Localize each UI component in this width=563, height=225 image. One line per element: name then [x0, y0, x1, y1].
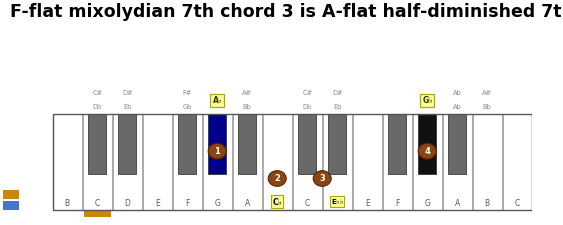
Text: G$\flat$: G$\flat$ — [422, 95, 433, 105]
Bar — [352, 114, 382, 210]
Bar — [53, 114, 531, 210]
Bar — [3, 201, 19, 210]
Text: C: C — [515, 200, 520, 209]
Text: C: C — [95, 200, 100, 209]
Text: A#: A# — [242, 90, 252, 96]
Bar — [503, 114, 531, 210]
Bar — [239, 114, 256, 174]
Bar — [84, 211, 111, 217]
Text: Eb: Eb — [333, 104, 341, 110]
Text: B: B — [65, 200, 70, 209]
Ellipse shape — [268, 171, 286, 186]
Bar — [263, 114, 292, 210]
Ellipse shape — [418, 143, 436, 159]
Bar — [323, 114, 352, 210]
Bar — [328, 114, 346, 174]
Text: E: E — [155, 200, 159, 209]
Bar — [173, 114, 202, 210]
Bar — [142, 114, 172, 210]
Bar — [449, 114, 466, 174]
Bar — [293, 114, 321, 210]
Bar — [88, 114, 106, 174]
Text: D#: D# — [122, 90, 132, 96]
Bar — [83, 114, 111, 210]
Text: Bb: Bb — [483, 104, 491, 110]
Bar — [208, 114, 226, 174]
Bar — [413, 114, 442, 210]
Bar — [178, 114, 196, 174]
Text: 4: 4 — [425, 147, 430, 156]
Text: F#: F# — [182, 90, 192, 96]
Bar — [53, 114, 82, 210]
Bar — [3, 190, 19, 199]
Text: G: G — [425, 200, 430, 209]
Bar — [233, 114, 262, 210]
Text: G: G — [215, 200, 220, 209]
Text: Bb: Bb — [243, 104, 252, 110]
Text: F-flat mixolydian 7th chord 3 is A-flat half-diminished 7th: F-flat mixolydian 7th chord 3 is A-flat … — [10, 3, 563, 21]
Bar — [113, 114, 142, 210]
Text: Eb: Eb — [123, 104, 131, 110]
Text: Ab: Ab — [453, 90, 462, 96]
Text: C$\flat$: C$\flat$ — [272, 196, 283, 207]
Ellipse shape — [208, 143, 226, 159]
Text: Gb: Gb — [182, 104, 192, 110]
Text: D: D — [124, 200, 130, 209]
Text: 1: 1 — [215, 147, 220, 156]
Bar — [388, 114, 406, 174]
Text: A#: A# — [482, 90, 492, 96]
Text: A: A — [244, 200, 250, 209]
Bar — [118, 114, 136, 174]
Text: F: F — [185, 200, 189, 209]
Text: 2: 2 — [274, 174, 280, 183]
Bar — [203, 114, 232, 210]
Bar — [383, 114, 412, 210]
Text: Db: Db — [92, 104, 102, 110]
Text: C: C — [305, 200, 310, 209]
Text: basicmusictheory.com: basicmusictheory.com — [8, 57, 13, 132]
Text: B: B — [485, 200, 490, 209]
Text: E: E — [365, 200, 369, 209]
Ellipse shape — [313, 171, 331, 186]
Text: Db: Db — [302, 104, 312, 110]
Bar — [473, 114, 502, 210]
Bar — [298, 114, 316, 174]
Text: C#: C# — [302, 90, 312, 96]
Text: A$\flat$: A$\flat$ — [212, 95, 223, 105]
Text: A: A — [454, 200, 460, 209]
Bar — [418, 114, 436, 174]
Text: F: F — [395, 200, 399, 209]
Text: E$\flat\flat$: E$\flat\flat$ — [331, 197, 343, 206]
Text: D#: D# — [332, 90, 342, 96]
Text: 3: 3 — [319, 174, 325, 183]
Text: C#: C# — [92, 90, 102, 96]
Text: Ab: Ab — [453, 104, 462, 110]
Bar — [443, 114, 472, 210]
